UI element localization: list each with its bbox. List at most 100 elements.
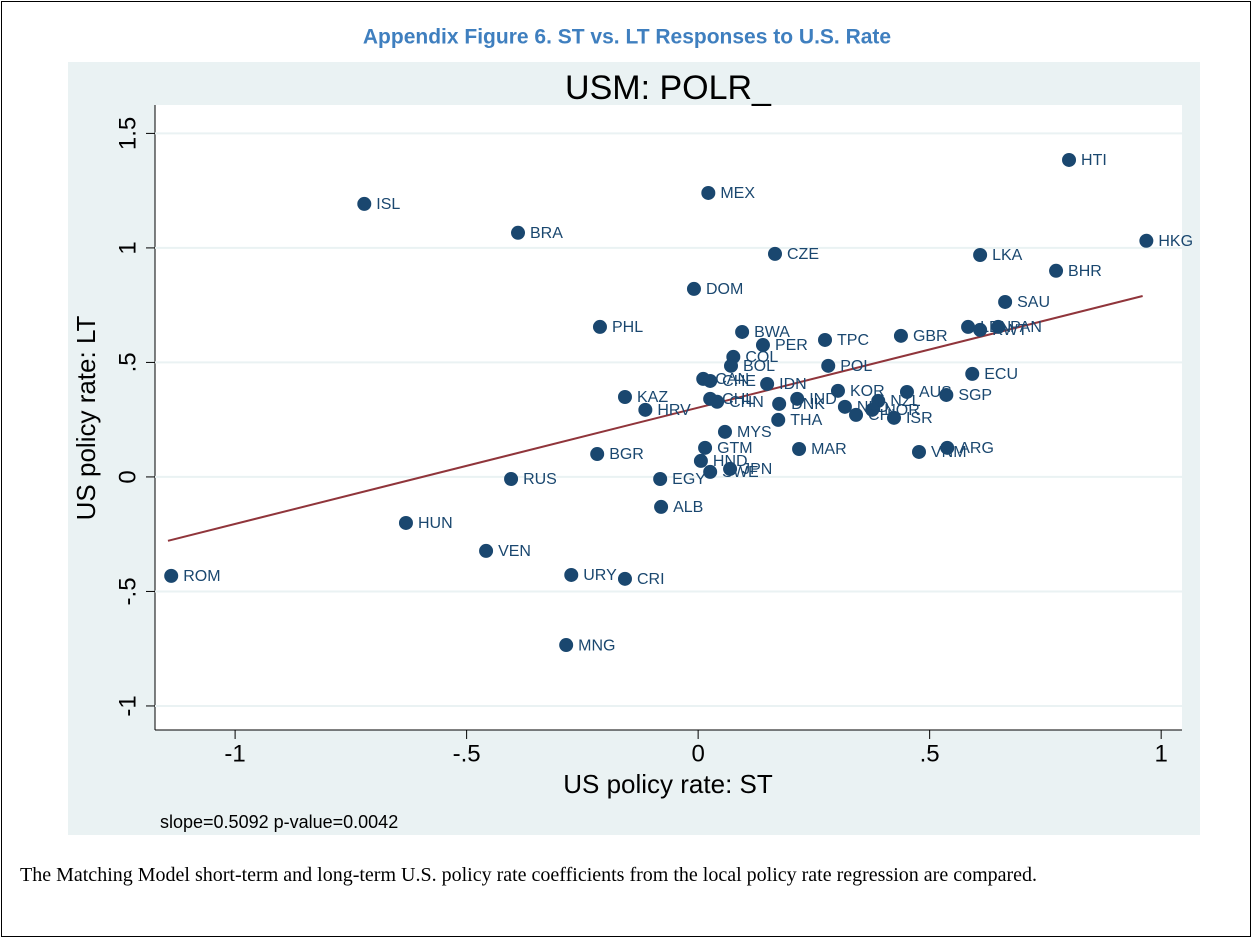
point (723, 461, 738, 476)
point (792, 441, 807, 456)
point (398, 515, 413, 530)
point-label: COL (745, 349, 778, 366)
point (991, 319, 1006, 334)
point-label: CHE (722, 373, 756, 390)
point (592, 319, 607, 334)
point (965, 366, 980, 381)
point (760, 376, 775, 391)
point-label: MNG (578, 637, 615, 654)
point-label: VNM (931, 444, 967, 461)
point-label: CHL (722, 391, 754, 408)
point (617, 390, 632, 405)
point-label: DOM (706, 281, 743, 298)
point-label: URY (583, 567, 617, 584)
x-tick-label: -.5 (453, 740, 481, 767)
point (590, 447, 605, 462)
point-label: CRI (637, 571, 665, 588)
point (617, 571, 632, 586)
point-label: NZL (890, 393, 920, 410)
y-tick-label: -1 (114, 695, 141, 716)
point (698, 440, 713, 455)
y-axis-label: US policy rate: LT (71, 316, 101, 521)
figure-title: Appendix Figure 6. ST vs. LT Responses t… (363, 26, 891, 49)
point (1062, 152, 1077, 167)
point-label: CAN (715, 371, 749, 388)
point-label: HKG (1158, 233, 1193, 250)
point-label: GBR (913, 328, 948, 345)
point (998, 294, 1013, 309)
point (865, 402, 880, 417)
point-label: SGP (958, 387, 992, 404)
point (939, 387, 954, 402)
point-label: PHL (612, 319, 643, 336)
point (772, 396, 787, 411)
point-label: JPN (742, 461, 772, 478)
point-label: CHN (729, 394, 764, 411)
point (1049, 263, 1064, 278)
point-label: CZE (787, 246, 819, 263)
point (973, 248, 988, 263)
stats-note: slope=0.5092 p-value=0.0042 (160, 812, 398, 832)
point (755, 338, 770, 353)
caption: The Matching Model short-term and long-t… (20, 864, 1038, 886)
point (564, 567, 579, 582)
point-label: SAU (1017, 294, 1050, 311)
point (886, 410, 901, 425)
x-tick-label: .5 (920, 740, 940, 767)
point (940, 440, 955, 455)
y-tick-label: .5 (114, 352, 141, 372)
point (653, 471, 668, 486)
point (818, 332, 833, 347)
point (1139, 233, 1154, 248)
point (821, 358, 836, 373)
plot-area (155, 105, 1182, 730)
x-tick-label: 0 (691, 740, 704, 767)
point (717, 424, 732, 439)
y-tick-label: -.5 (114, 577, 141, 605)
point-label: IND (809, 391, 837, 408)
point-label: ISR (906, 410, 933, 427)
point-label: MEX (720, 185, 755, 202)
point-label: ARG (959, 440, 994, 457)
point (911, 444, 926, 459)
y-tick-label: 1 (114, 241, 141, 254)
point-label: KAZ (637, 389, 668, 406)
y-tick-label: 0 (114, 470, 141, 483)
point (638, 402, 653, 417)
point-label: GTM (717, 440, 753, 457)
point (893, 328, 908, 343)
point-label: EGY (672, 471, 706, 488)
point-label: BOL (743, 358, 775, 375)
x-tick-label: -1 (224, 740, 245, 767)
point-label: ECU (984, 366, 1018, 383)
point (710, 394, 725, 409)
point (511, 225, 526, 240)
point-label: VEN (498, 543, 531, 560)
point-label: POL (840, 358, 872, 375)
point-label: BGR (609, 446, 644, 463)
point (479, 543, 494, 558)
point (899, 384, 914, 399)
point (701, 185, 716, 200)
point (767, 246, 782, 261)
point (771, 412, 786, 427)
x-axis-label: US policy rate: ST (563, 769, 773, 799)
point-label: BWA (754, 324, 790, 341)
point-label: ROM (183, 568, 220, 585)
point-label: HUN (418, 515, 453, 532)
point-label: LKA (992, 247, 1023, 264)
point-label: BHR (1068, 263, 1102, 280)
point-label: DNK (791, 396, 825, 413)
point (686, 281, 701, 296)
point (703, 373, 718, 388)
point-label: PAN (1010, 319, 1042, 336)
point-label: HTI (1081, 152, 1107, 169)
point-label: ISL (376, 196, 400, 213)
point (164, 568, 179, 583)
x-tick-label: 1 (1154, 740, 1167, 767)
point-label: TPC (837, 332, 869, 349)
point-label: IDN (779, 376, 807, 393)
